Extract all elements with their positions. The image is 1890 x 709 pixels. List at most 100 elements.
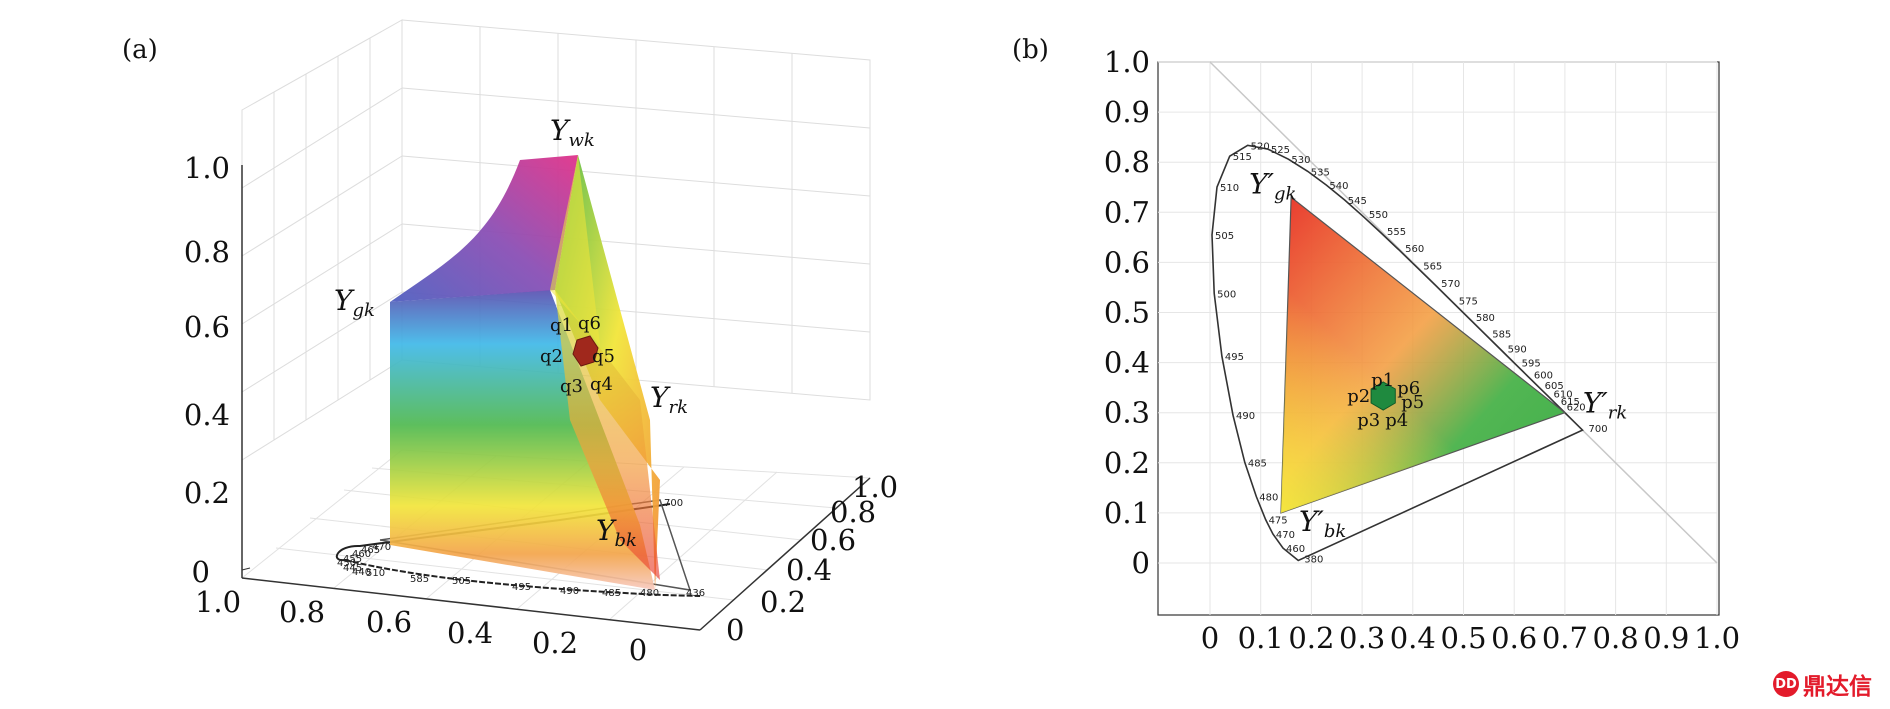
locus-label: 495 (512, 582, 531, 593)
locus-label: 510 (366, 568, 385, 579)
locus-wavelength-label: 525 (1271, 145, 1290, 156)
solid-top-face (390, 155, 578, 302)
point-label: p2 (1347, 386, 1370, 407)
locus-wavelength-label: 575 (1459, 296, 1478, 307)
y-axis-ticks: 0 0.2 0.4 0.6 0.8 1.0 (726, 470, 898, 647)
locus-wavelength-label: 560 (1405, 244, 1424, 255)
panel-b-label: (b) (1012, 35, 1049, 65)
locus-wavelength-label: 550 (1369, 210, 1388, 221)
locus-wavelength-label: 485 (1248, 458, 1267, 469)
y-tick-label: 0.8 (1104, 145, 1150, 179)
q-point-labels: q1 q6 q2 q5 q3 q4 (540, 313, 615, 397)
locus-label: 470 (372, 542, 391, 553)
gamut-triangle: Y′gk Y′rk Y′bk (1249, 167, 1627, 542)
back-wall-grid (241, 19, 871, 461)
y-tick-label: 0 (726, 613, 744, 647)
locus-wavelength-label: 530 (1291, 155, 1310, 166)
point-label: q6 (578, 313, 601, 334)
x-tick-label: 0.2 (532, 626, 578, 660)
locus-label: 585 (410, 574, 429, 585)
hexagon-q (572, 335, 599, 367)
y-tick-labels: 0 0.1 0.2 0.3 0.4 0.5 0.6 0.7 0.8 0.9 1.0 (1104, 45, 1150, 580)
locus-wavelength-label: 580 (1476, 313, 1495, 324)
x-tick-label: 0.7 (1542, 621, 1588, 655)
point-label: p3 (1357, 410, 1380, 431)
z-tick-label: 0.2 (184, 476, 230, 510)
hexagon-points: p1 p6 p2 p5 p3 p4 (1347, 370, 1424, 431)
locus-label: 455 (343, 554, 362, 565)
locus-wavelength-label: 510 (1220, 183, 1239, 194)
x-axis-ticks: 1.0 0.8 0.6 0.4 0.2 0 (195, 585, 647, 667)
color-solid (390, 155, 660, 590)
axes-3d (241, 165, 871, 631)
locus-wavelength-label: 555 (1387, 227, 1406, 238)
x-tick-label: 0.1 (1238, 621, 1284, 655)
hexagon-marker (1370, 381, 1396, 411)
y-tick-label: 0.4 (1104, 346, 1150, 380)
logo-icon: DD (1773, 671, 1799, 697)
locus-label: 445 (343, 563, 362, 574)
point-label: q1 (550, 315, 573, 336)
x-tick-label: 0 (1201, 621, 1219, 655)
locus-wavelength-label: 380 (1304, 554, 1323, 565)
locus-wavelength-label: 565 (1423, 262, 1442, 273)
locus-labels: 436 700 480 485 490 495 505 510 585 470 … (337, 498, 705, 599)
panel-a: (a) (122, 19, 898, 667)
solid-left-face (390, 290, 655, 590)
vertex-labels-a: Ywk Ygk Yrk Ybk (334, 114, 688, 551)
point-label: q4 (590, 374, 613, 395)
z-axis-ticks: 0 0.2 0.4 0.6 0.8 1.0 (184, 151, 251, 589)
y-tick-label: 0.2 (1104, 446, 1150, 480)
z-tick-label: 1.0 (184, 151, 230, 185)
point-label: p4 (1385, 410, 1408, 431)
locus-curve (1211, 144, 1584, 562)
vertex-label: Y′rk (1583, 387, 1627, 424)
vertex-label: Y′gk (1249, 167, 1296, 204)
locus-wavelength-label: 620 (1567, 403, 1586, 414)
locus-label: 485 (602, 588, 621, 599)
locus-wavelength-label: 700 (1588, 424, 1607, 435)
y-tick-label: 0.2 (760, 585, 806, 619)
point-label: p6 (1397, 378, 1420, 399)
point-label: q3 (560, 376, 583, 397)
y-tick-label: 0.8 (830, 495, 876, 529)
logo-text: 鼎达信 (1803, 674, 1872, 700)
locus-wavelength-label: 615 (1561, 397, 1580, 408)
x-tick-label: 1.0 (1694, 621, 1740, 655)
locus-wavelength-label: 460 (1286, 544, 1305, 555)
locus-wavelength-label: 540 (1329, 181, 1348, 192)
x-tick-label: 0.5 (1440, 621, 1486, 655)
y-tick-label: 0.3 (1104, 396, 1150, 430)
y-tick-label: 1.0 (1104, 45, 1150, 79)
locus-wavelength-label: 590 (1508, 344, 1527, 355)
y-tick-label: 0.4 (786, 553, 832, 587)
locus-wavelength-label: 500 (1217, 289, 1236, 300)
y-tick-label: 0.9 (1104, 95, 1150, 129)
locus-wavelength-label: 470 (1276, 530, 1295, 541)
brand-logo: DD 鼎达信 (1773, 667, 1872, 701)
point-label: p1 (1371, 370, 1394, 391)
locus-label: 460 (352, 549, 371, 560)
point-label: p5 (1401, 392, 1424, 413)
x-tick-label: 0.2 (1288, 621, 1334, 655)
locus-label: 480 (640, 588, 659, 599)
solid-inner-fold (550, 155, 600, 345)
locus-wavelength-label: 585 (1492, 329, 1511, 340)
locus-wavelength-label: 480 (1259, 493, 1278, 504)
locus-label: 490 (560, 586, 579, 597)
x-tick-label: 1.0 (195, 585, 241, 619)
y-tick-label: 0.5 (1104, 296, 1150, 330)
locus-wavelength-label: 495 (1225, 352, 1244, 363)
x-tick-label: 0.4 (447, 616, 493, 650)
vertex-label: Ybk (596, 514, 637, 551)
x-tick-label: 0.8 (1593, 621, 1639, 655)
triangle-yellow-overlay (1280, 197, 1565, 513)
x-tick-label: 0 (629, 633, 647, 667)
x-tick-label: 0.6 (366, 605, 412, 639)
z-tick-label: 0 (192, 555, 210, 589)
x-tick-label: 0.6 (1491, 621, 1537, 655)
x-tick-label: 0.3 (1339, 621, 1385, 655)
panel-b: (b) 0 0.1 0.2 0.3 0.4 0.5 0.6 0.7 0.8 0.9 1.0 00.1… (1012, 35, 1740, 655)
